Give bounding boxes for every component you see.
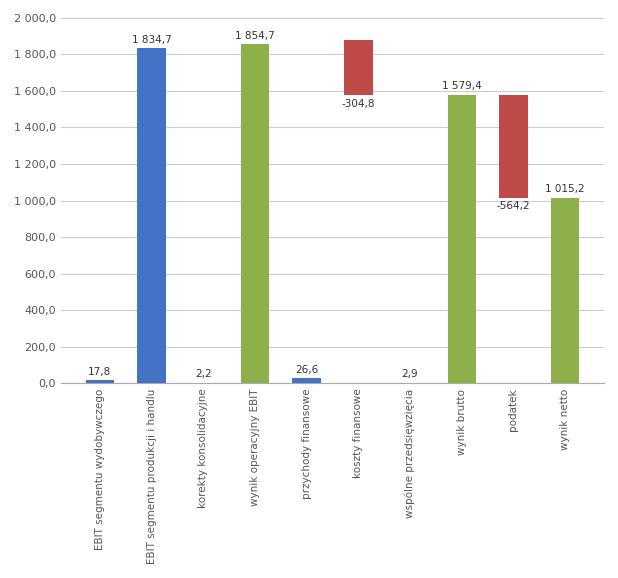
Text: 2,2: 2,2 xyxy=(195,369,211,380)
Text: 1 834,7: 1 834,7 xyxy=(132,35,171,45)
Bar xyxy=(344,39,373,95)
Text: 26,6: 26,6 xyxy=(295,365,318,375)
Bar xyxy=(85,380,114,383)
Text: 1 579,4: 1 579,4 xyxy=(442,81,481,91)
Bar xyxy=(447,95,476,383)
Bar xyxy=(240,45,269,383)
Text: -304,8: -304,8 xyxy=(342,98,375,109)
Bar xyxy=(137,48,166,383)
Text: 17,8: 17,8 xyxy=(88,366,111,377)
Bar xyxy=(499,95,528,198)
Bar xyxy=(292,379,321,383)
Text: 2,9: 2,9 xyxy=(402,369,418,379)
Text: 1 854,7: 1 854,7 xyxy=(235,31,275,41)
Bar xyxy=(551,198,580,383)
Text: -564,2: -564,2 xyxy=(497,201,530,211)
Text: 1 015,2: 1 015,2 xyxy=(546,184,585,194)
